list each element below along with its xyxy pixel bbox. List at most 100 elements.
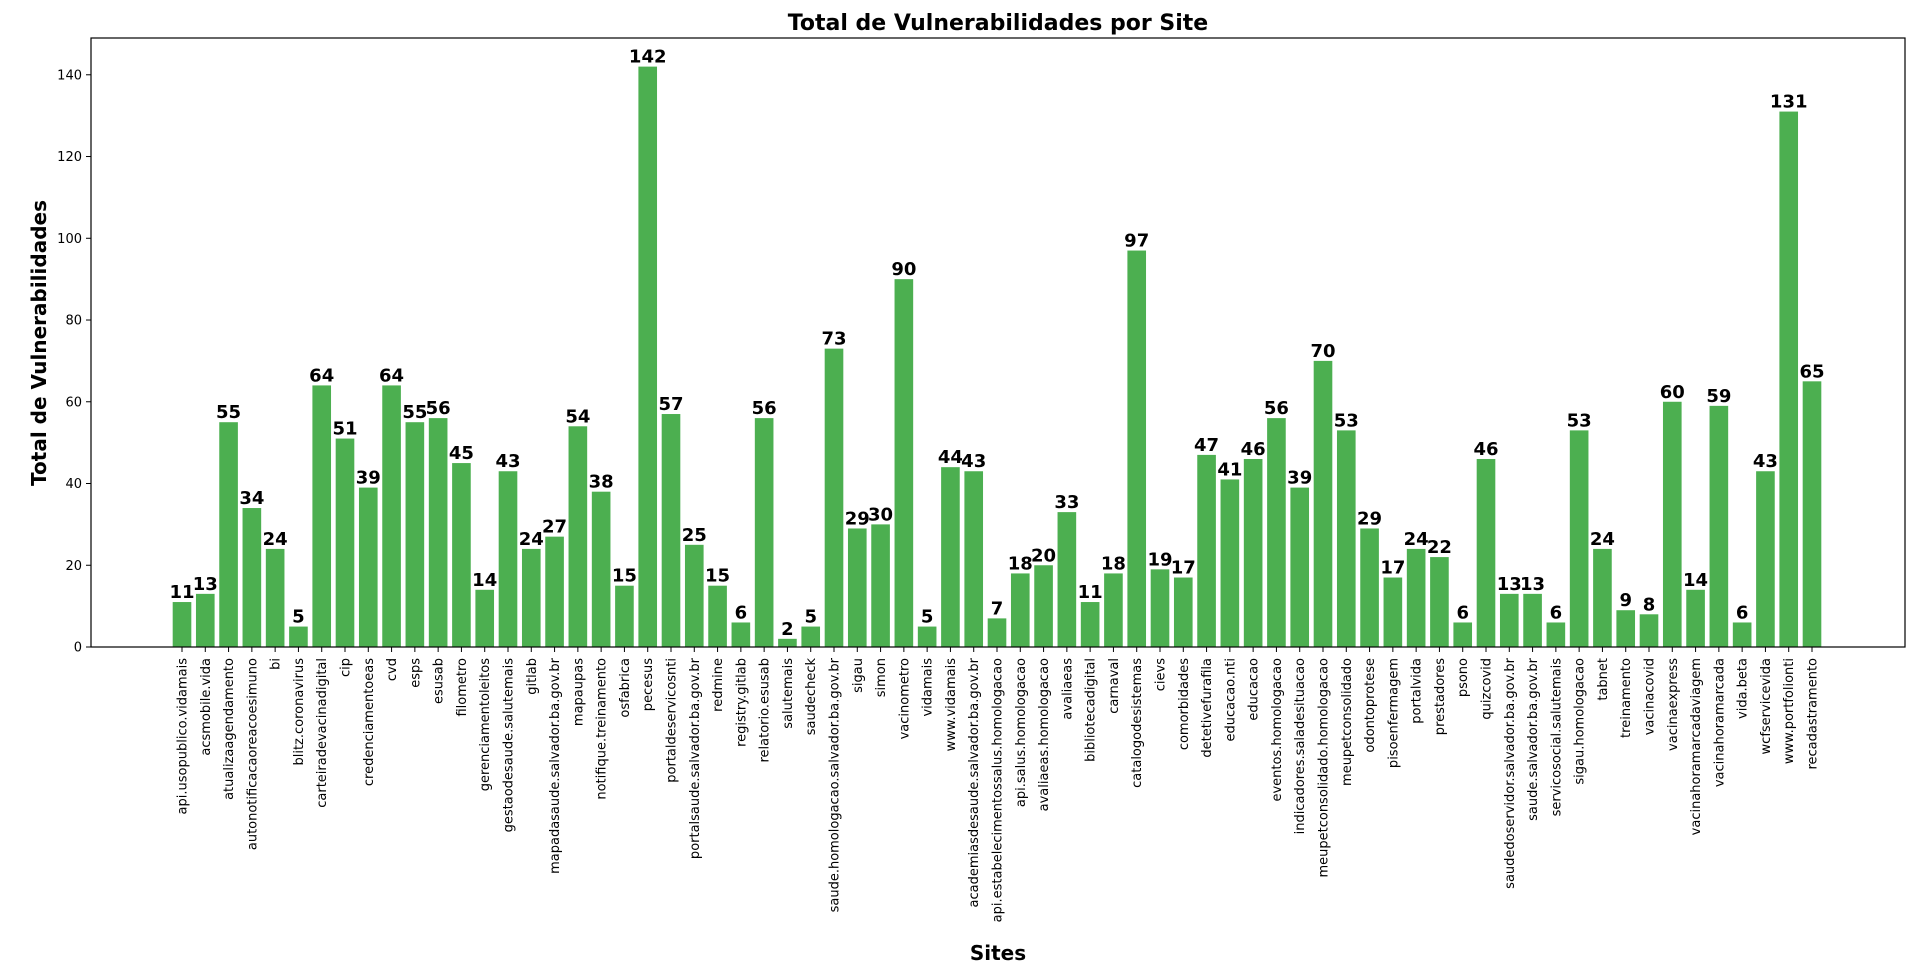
data-label: 60 (1660, 382, 1685, 403)
data-label: 17 (1171, 558, 1196, 579)
x-tick-label: prestadores (1433, 658, 1448, 735)
data-label: 131 (1770, 92, 1808, 113)
bar (1430, 557, 1449, 647)
data-label: 55 (402, 402, 427, 423)
data-label: 53 (1334, 410, 1359, 431)
x-tick-label: bibliotecadigital (1084, 658, 1099, 762)
bar (195, 593, 215, 647)
x-tick-label: avaliaeas.homologacao (1037, 658, 1052, 811)
bar (1057, 512, 1077, 647)
x-tick-label: meupetconsolidado (1340, 658, 1355, 786)
bar (312, 385, 332, 647)
x-tick-label: credenciamentoeas (362, 658, 377, 786)
data-label: 56 (752, 398, 777, 419)
bar (1546, 622, 1566, 647)
data-label: 18 (1101, 553, 1126, 574)
bar (335, 438, 355, 647)
data-label: 6 (1456, 602, 1469, 623)
bar (1662, 401, 1682, 647)
bar (801, 626, 821, 647)
data-label: 15 (705, 566, 730, 587)
bar (754, 418, 774, 647)
data-label: 56 (426, 398, 451, 419)
bar (172, 602, 192, 647)
x-tick-label: comorbidades (1177, 658, 1192, 750)
data-label: 13 (1497, 574, 1522, 595)
bar (1220, 479, 1240, 647)
data-label: 41 (1217, 459, 1242, 480)
bar (1779, 111, 1799, 647)
data-label: 5 (921, 607, 934, 628)
x-tick-label: carnaval (1107, 658, 1122, 714)
data-label: 24 (1404, 529, 1429, 550)
bar (382, 385, 401, 647)
x-tick-label: servicosocial.salutemais (1549, 658, 1564, 817)
data-label: 39 (1287, 468, 1312, 489)
bar (219, 422, 238, 647)
bar (615, 585, 634, 647)
data-label: 45 (449, 443, 474, 464)
x-tick-label: odontoprotese (1363, 658, 1378, 753)
x-tick-label: catalogodesistemas (1130, 658, 1145, 788)
data-label: 33 (1054, 492, 1079, 513)
data-label: 64 (379, 365, 404, 386)
data-label: 29 (1357, 508, 1382, 529)
x-tick-label: pecesus (641, 658, 656, 711)
x-tick-label: vida.beta (1736, 658, 1751, 719)
bar (1173, 577, 1193, 647)
x-tick-label: eventos.homologacao (1270, 658, 1285, 802)
x-tick-label: esusab (432, 658, 447, 704)
x-tick-label: www.vidamais (944, 658, 959, 752)
bar (871, 524, 890, 647)
bar (1336, 430, 1356, 647)
data-label: 59 (1706, 386, 1731, 407)
x-tick-label: saudedoservidor.salvador.ba.gov.br (1503, 657, 1518, 888)
data-label: 7 (991, 598, 1004, 619)
y-tick-label: 0 (74, 641, 82, 656)
y-tick-label: 20 (65, 559, 82, 574)
bar (1709, 405, 1729, 647)
data-label: 17 (1380, 558, 1405, 579)
data-label: 65 (1799, 361, 1824, 382)
data-label: 73 (821, 329, 846, 350)
bar (638, 66, 658, 648)
x-tick-label: mapaupas (571, 658, 586, 726)
bar (987, 618, 1007, 647)
bar (428, 418, 448, 647)
data-label: 70 (1310, 341, 1335, 362)
data-label: 46 (1473, 439, 1498, 460)
bar (964, 471, 984, 647)
x-tick-label: treinamento (1619, 658, 1634, 738)
x-tick-label: gitlab (525, 658, 540, 695)
bar (1686, 589, 1705, 647)
data-label: 5 (804, 607, 817, 628)
x-tick-label: vacinahoramarcadaviagem (1689, 658, 1704, 835)
data-label: 43 (1753, 451, 1778, 472)
y-tick-label: 100 (57, 232, 82, 247)
bar (1593, 548, 1612, 647)
y-tick-label: 40 (65, 477, 82, 492)
data-label: 19 (1147, 549, 1172, 570)
data-label: 90 (891, 259, 916, 280)
bar (1313, 360, 1333, 647)
x-tick-label: notifique.treinamento (595, 658, 610, 800)
x-tick-label: api.estabelecimentossalus.homologacao (991, 658, 1006, 922)
data-label: 55 (216, 402, 241, 423)
data-label: 9 (1619, 590, 1632, 611)
x-tick-label: simon (874, 658, 889, 697)
data-label: 6 (1550, 602, 1563, 623)
bar (1802, 381, 1822, 647)
x-tick-label: vacinahoramarcada (1712, 658, 1727, 787)
data-label: 2 (781, 619, 794, 640)
y-tick-label: 80 (65, 314, 82, 329)
x-tick-label: cvd (385, 658, 400, 681)
x-tick-label: meupetconsolidado.homologacao (1317, 658, 1332, 878)
x-tick-label: saude.salvador.ba.gov.br (1526, 657, 1541, 820)
bar (1127, 250, 1147, 647)
x-tick-label: sigau.homologacao (1573, 658, 1588, 785)
bar (1104, 573, 1123, 647)
x-tick-label: avaliaeas (1060, 658, 1075, 720)
x-tick-label: vidamais (921, 658, 936, 717)
data-label: 6 (1736, 602, 1749, 623)
bar (1080, 602, 1100, 647)
